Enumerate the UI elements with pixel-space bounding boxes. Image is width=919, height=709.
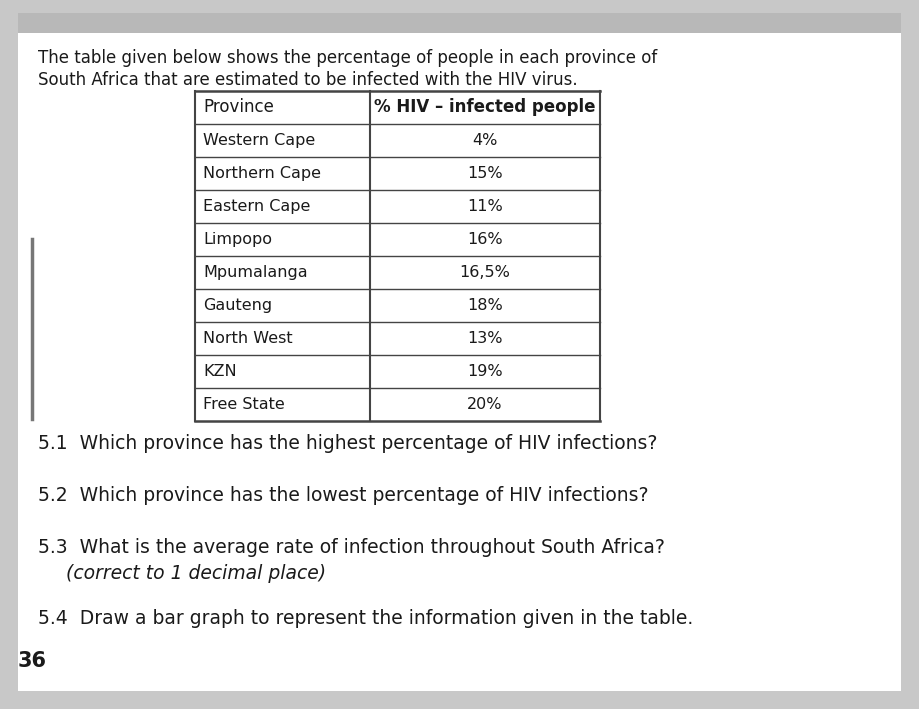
Text: Province: Province (203, 99, 274, 116)
Text: KZN: KZN (203, 364, 236, 379)
Text: 16,5%: 16,5% (460, 265, 510, 280)
FancyBboxPatch shape (18, 13, 901, 33)
Text: 20%: 20% (467, 397, 503, 412)
Text: (correct to 1 decimal place): (correct to 1 decimal place) (66, 564, 326, 583)
Text: 11%: 11% (467, 199, 503, 214)
Text: 15%: 15% (467, 166, 503, 181)
Text: 13%: 13% (467, 331, 503, 346)
Text: 18%: 18% (467, 298, 503, 313)
Text: North West: North West (203, 331, 292, 346)
Text: Western Cape: Western Cape (203, 133, 315, 148)
Text: Mpumalanga: Mpumalanga (203, 265, 308, 280)
FancyBboxPatch shape (195, 91, 600, 421)
Text: The table given below shows the percentage of people in each province of: The table given below shows the percenta… (38, 49, 657, 67)
Text: Eastern Cape: Eastern Cape (203, 199, 311, 214)
Text: 5.3  What is the average rate of infection throughout South Africa?: 5.3 What is the average rate of infectio… (38, 538, 664, 557)
Text: 5.1  Which province has the highest percentage of HIV infections?: 5.1 Which province has the highest perce… (38, 434, 657, 453)
Text: 5.4  Draw a bar graph to represent the information given in the table.: 5.4 Draw a bar graph to represent the in… (38, 609, 693, 628)
Text: 36: 36 (18, 651, 47, 671)
Text: Gauteng: Gauteng (203, 298, 272, 313)
Text: 16%: 16% (467, 232, 503, 247)
Text: Northern Cape: Northern Cape (203, 166, 321, 181)
Text: 19%: 19% (467, 364, 503, 379)
Text: Limpopo: Limpopo (203, 232, 272, 247)
Text: South Africa that are estimated to be infected with the HIV virus.: South Africa that are estimated to be in… (38, 71, 578, 89)
Text: Free State: Free State (203, 397, 285, 412)
Text: % HIV – infected people: % HIV – infected people (374, 99, 596, 116)
Text: 5.2  Which province has the lowest percentage of HIV infections?: 5.2 Which province has the lowest percen… (38, 486, 649, 505)
FancyBboxPatch shape (18, 13, 901, 691)
Text: 4%: 4% (472, 133, 498, 148)
